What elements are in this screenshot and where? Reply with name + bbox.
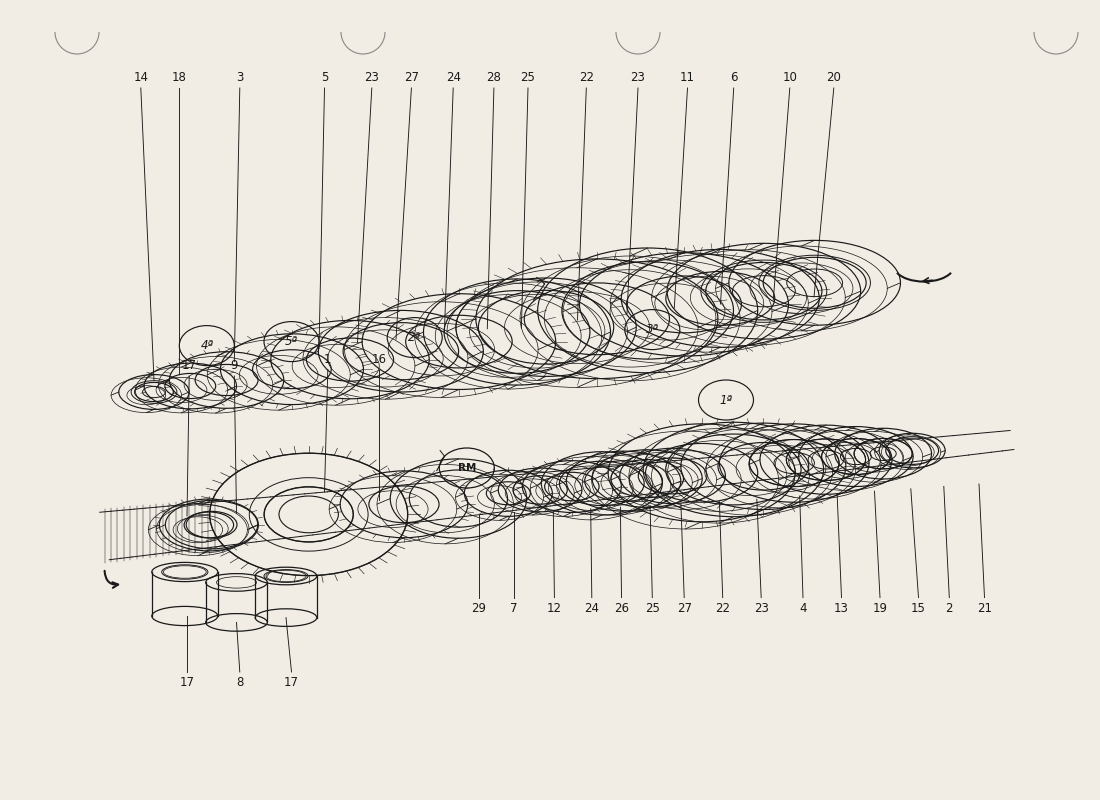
Text: 25: 25 (645, 602, 660, 614)
Text: 7: 7 (510, 602, 517, 614)
Text: 17: 17 (179, 676, 195, 689)
Text: 22: 22 (579, 71, 594, 84)
Text: 17: 17 (284, 676, 299, 689)
Text: 2: 2 (946, 602, 953, 614)
Text: 26: 26 (614, 602, 629, 614)
Text: 5ª: 5ª (285, 335, 298, 348)
Text: 13: 13 (834, 602, 849, 614)
Text: 16: 16 (372, 353, 387, 366)
Text: 24: 24 (446, 71, 461, 84)
Text: 11: 11 (680, 71, 695, 84)
Text: 27: 27 (404, 71, 419, 84)
Text: 3: 3 (236, 71, 243, 84)
Text: 23: 23 (364, 71, 380, 84)
Text: 2ª: 2ª (408, 331, 421, 344)
Text: 6: 6 (730, 71, 737, 84)
Text: 20: 20 (826, 71, 842, 84)
Text: 1ª: 1ª (719, 394, 733, 406)
Text: 9: 9 (231, 359, 238, 372)
Text: 23: 23 (754, 602, 769, 614)
Text: 1: 1 (324, 353, 331, 366)
Text: 10: 10 (782, 71, 797, 84)
Text: 23: 23 (630, 71, 646, 84)
Text: 22: 22 (715, 602, 730, 614)
Text: 24: 24 (584, 602, 600, 614)
Text: 17: 17 (182, 359, 197, 372)
Text: 5: 5 (321, 71, 328, 84)
Text: 21: 21 (977, 602, 992, 614)
Text: 15: 15 (911, 602, 926, 614)
Text: 8: 8 (236, 676, 243, 689)
Text: 14: 14 (133, 71, 148, 84)
Text: 3ª: 3ª (646, 323, 659, 336)
Text: 4ª: 4ª (200, 339, 213, 352)
Text: 29: 29 (471, 602, 486, 614)
Text: 19: 19 (872, 602, 888, 614)
Text: 18: 18 (172, 71, 187, 84)
Text: 12: 12 (547, 602, 562, 614)
Text: RM: RM (458, 463, 476, 473)
Text: 27: 27 (676, 602, 692, 614)
Text: 25: 25 (520, 71, 536, 84)
Text: 28: 28 (486, 71, 502, 84)
Text: 4: 4 (800, 602, 806, 614)
